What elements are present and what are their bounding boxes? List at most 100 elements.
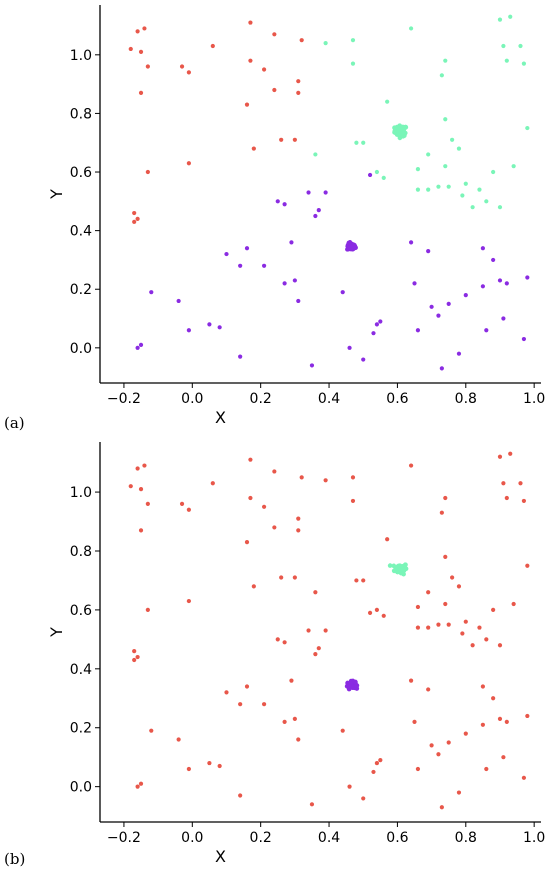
scatter-point-teal bbox=[408, 26, 414, 31]
scatter-point-purple bbox=[275, 199, 280, 204]
scatter-point-red bbox=[176, 737, 181, 742]
scatter-point-red bbox=[279, 137, 284, 142]
scatter-point-purple bbox=[429, 304, 434, 309]
scatter-point-teal bbox=[460, 193, 465, 198]
y-tick-label: 0.0 bbox=[70, 341, 92, 357]
y-tick-label: 0.6 bbox=[70, 165, 92, 181]
scatter-point-red bbox=[261, 702, 267, 707]
scatter-point-purple bbox=[323, 190, 328, 195]
scatter-point-red bbox=[135, 784, 140, 789]
scatter-point-purple bbox=[217, 325, 222, 330]
cluster-point-purple bbox=[351, 244, 357, 250]
scatter-point-red bbox=[272, 469, 277, 474]
scatter-point-teal bbox=[443, 58, 448, 63]
cluster-point-teal bbox=[396, 126, 401, 131]
scatter-point-red bbox=[248, 20, 253, 25]
scatter-point-red bbox=[477, 625, 482, 630]
scatter-point-red bbox=[296, 528, 301, 533]
scatter-point-teal bbox=[463, 181, 468, 186]
scatter-point-red bbox=[323, 628, 328, 633]
scatter-point-red bbox=[497, 643, 503, 648]
y-tick-label: 1.0 bbox=[70, 48, 92, 64]
scatter-point-red bbox=[132, 657, 137, 663]
scatter-point-purple bbox=[289, 240, 294, 245]
scatter-point-red bbox=[511, 601, 516, 607]
cluster-point-teal bbox=[401, 571, 406, 577]
scatter-point-purple bbox=[426, 249, 431, 254]
scatter-point-purple bbox=[501, 316, 506, 321]
scatter-point-red bbox=[272, 525, 277, 530]
scatter-point-red bbox=[426, 590, 431, 595]
x-tick-label: 0.8 bbox=[455, 830, 477, 846]
scatter-point-red bbox=[238, 793, 243, 798]
scatter-point-red bbox=[244, 684, 250, 689]
scatter-point-red bbox=[497, 716, 503, 721]
scatter-point-purple bbox=[367, 172, 373, 178]
scatter-point-red bbox=[210, 481, 215, 486]
scatter-point-red bbox=[436, 622, 441, 627]
scatter-point-teal bbox=[521, 61, 527, 66]
scatter-point-teal bbox=[456, 146, 462, 151]
x-axis-label: X bbox=[215, 847, 226, 866]
scatter-point-teal bbox=[497, 17, 503, 22]
scatter-point-purple bbox=[415, 328, 421, 333]
scatter-point-red bbox=[299, 475, 304, 480]
scatter-point-red bbox=[408, 678, 414, 683]
scatter-point-teal bbox=[323, 40, 328, 46]
cluster-point-purple bbox=[353, 679, 358, 685]
scatter-point-red bbox=[309, 802, 315, 807]
scatter-point-red bbox=[179, 501, 185, 506]
scatter-point-red bbox=[138, 487, 144, 492]
scatter-point-teal bbox=[436, 184, 441, 189]
scatter-point-red bbox=[313, 651, 318, 657]
y-tick-label: 0.4 bbox=[70, 224, 92, 240]
scatter-point-red bbox=[128, 46, 133, 52]
scatter-point-teal bbox=[374, 169, 380, 175]
scatter-point-red bbox=[210, 43, 215, 49]
scatter-point-red bbox=[142, 26, 147, 31]
scatter-point-teal bbox=[381, 175, 386, 180]
scatter-point-teal bbox=[313, 152, 318, 157]
scatter-point-red bbox=[186, 766, 191, 772]
scatter-point-purple bbox=[313, 213, 318, 219]
scatter-point-red bbox=[145, 501, 150, 506]
scatter-point-purple bbox=[238, 354, 243, 359]
scatter-point-red bbox=[443, 495, 448, 501]
scatter-point-red bbox=[504, 719, 509, 724]
scatter-point-red bbox=[521, 498, 527, 504]
y-tick-label: 1.0 bbox=[70, 485, 92, 501]
scatter-point-red bbox=[450, 575, 455, 580]
scatter-point-purple bbox=[244, 246, 250, 251]
scatter-point-red bbox=[292, 137, 297, 142]
scatter-point-teal bbox=[508, 14, 513, 19]
scatter-point-red bbox=[132, 219, 137, 224]
scatter-point-red bbox=[456, 584, 462, 589]
scatter-point-teal bbox=[415, 166, 421, 172]
scatter-point-teal bbox=[354, 140, 359, 145]
scatter-point-red bbox=[145, 169, 150, 175]
scatter-point-red bbox=[138, 49, 144, 54]
x-tick-label: −0.2 bbox=[107, 830, 141, 846]
scatter-point-red bbox=[135, 216, 140, 222]
scatter-point-red bbox=[248, 457, 253, 462]
scatter-point-red bbox=[501, 755, 506, 760]
scatter-point-purple bbox=[296, 298, 301, 304]
scatter-point-teal bbox=[484, 199, 489, 204]
y-tick-label: 0.2 bbox=[70, 282, 92, 298]
y-axis-label: Y bbox=[47, 189, 66, 200]
x-tick-label: 0.6 bbox=[386, 391, 408, 407]
scatter-panel-0: −0.2 0.0 0.2 0.4 0.6 0.8 1.0 0.0 0.2 0.4 0.6 0.8 1.0… bbox=[47, 5, 545, 427]
scatter-point-purple bbox=[316, 208, 321, 213]
scatter-point-purple bbox=[138, 342, 144, 348]
x-tick-label: 0.0 bbox=[181, 830, 203, 846]
scatter-point-red bbox=[299, 38, 304, 43]
x-tick-label: 0.4 bbox=[318, 391, 340, 407]
scatter-point-red bbox=[248, 495, 253, 501]
scatter-point-red bbox=[282, 640, 287, 645]
scatter-point-teal bbox=[518, 43, 523, 49]
cluster-point-teal bbox=[403, 124, 408, 130]
scatter-point-purple bbox=[282, 202, 287, 207]
scatter-point-red bbox=[439, 805, 444, 810]
scatter-point-purple bbox=[361, 357, 366, 362]
scatter-point-teal bbox=[426, 152, 431, 157]
